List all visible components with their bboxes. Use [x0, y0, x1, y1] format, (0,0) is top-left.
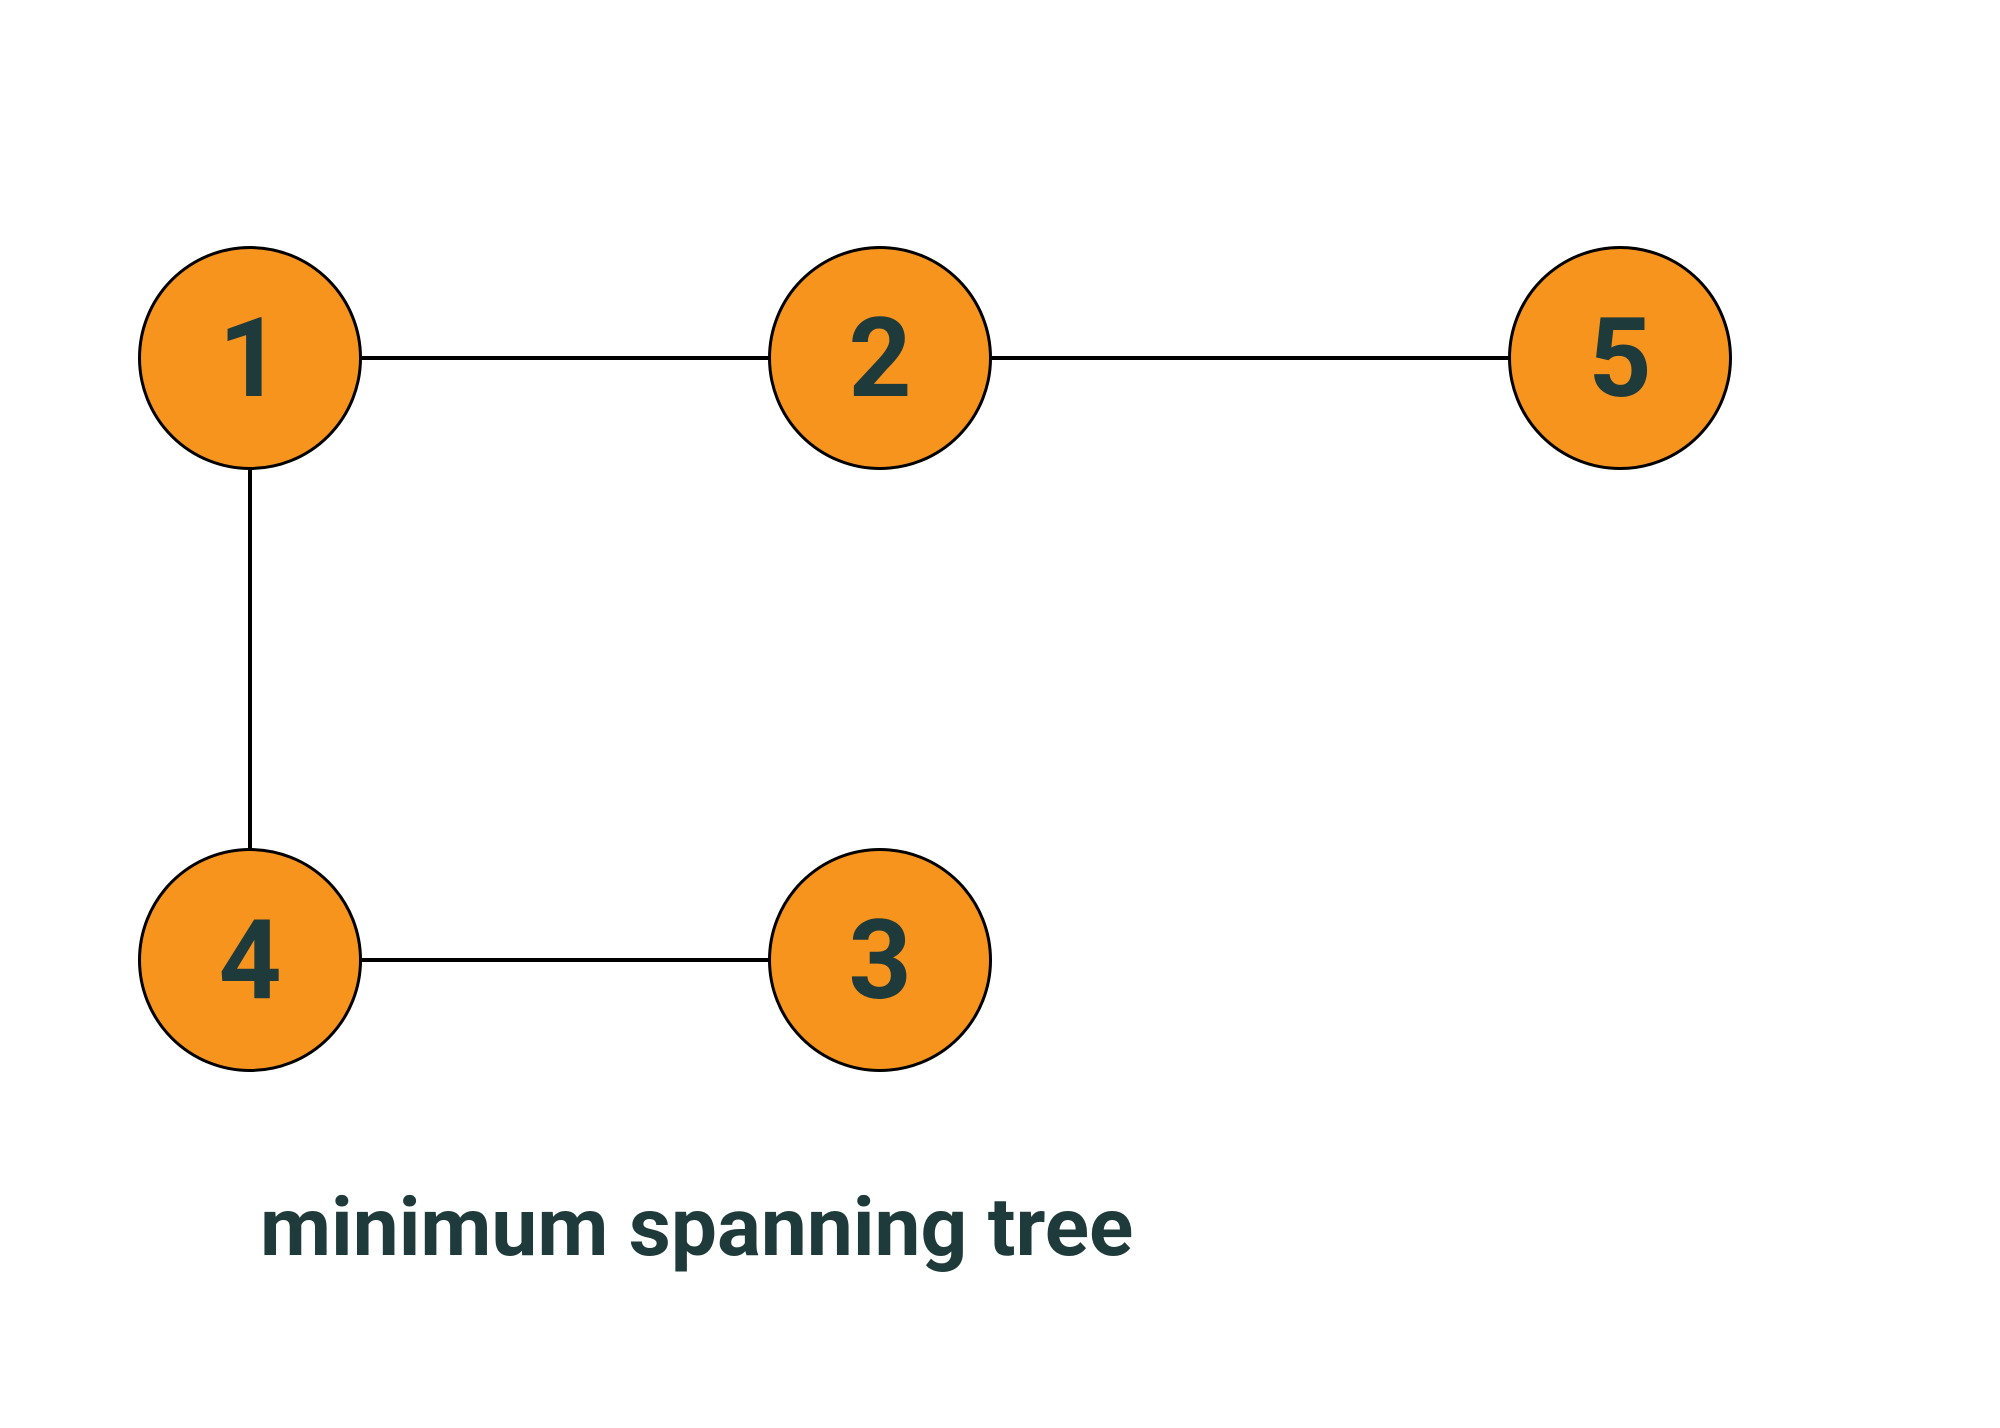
node-label: 4 — [218, 896, 281, 1025]
node-label: 3 — [848, 896, 911, 1025]
graph-node: 5 — [1508, 246, 1732, 470]
node-label: 5 — [1588, 294, 1651, 423]
diagram-canvas: 1 2 5 4 3 minimum spanning tree — [0, 0, 2000, 1428]
graph-node: 2 — [768, 246, 992, 470]
graph-node: 4 — [138, 848, 362, 1072]
node-label: 2 — [848, 294, 911, 423]
graph-node: 3 — [768, 848, 992, 1072]
graph-node: 1 — [138, 246, 362, 470]
node-label: 1 — [218, 294, 281, 423]
diagram-caption: minimum spanning tree — [260, 1180, 1133, 1276]
